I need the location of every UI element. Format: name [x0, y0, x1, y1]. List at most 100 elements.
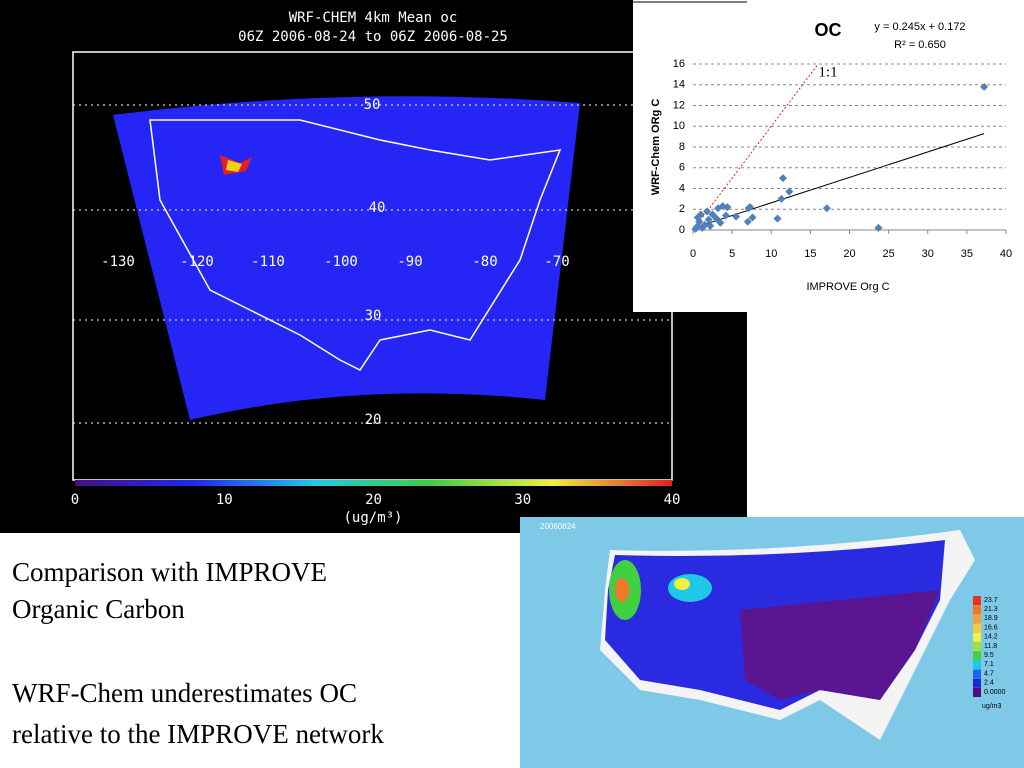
- y-tick-label: 6: [679, 162, 685, 174]
- colorbar: [75, 480, 672, 486]
- trend-equation: y = 0.245x + 0.172: [874, 21, 965, 33]
- lon-label: -90: [397, 254, 422, 270]
- legend-label: 9.5: [984, 652, 994, 659]
- lon-label: -110: [251, 254, 285, 270]
- legend-label: 11.8: [984, 643, 997, 650]
- x-tick-label: 0: [690, 248, 696, 260]
- lat-label: 20: [365, 412, 382, 428]
- x-tick-label: 25: [883, 248, 895, 260]
- legend-swatch: [973, 596, 981, 605]
- colorbar-tick-label: 0: [71, 492, 79, 508]
- data-point: [980, 82, 989, 91]
- data-point: [748, 213, 757, 222]
- lat-label: 30: [365, 308, 382, 324]
- legend-swatch: [973, 651, 981, 661]
- lat-label: 40: [369, 200, 386, 216]
- data-point: [721, 211, 730, 220]
- legend-swatch: [973, 660, 981, 670]
- colorbar-tick-label: 20: [365, 492, 382, 508]
- y-tick-label: 8: [679, 141, 685, 153]
- hotspot: [668, 574, 712, 602]
- y-tick-label: 12: [673, 99, 685, 111]
- data-point: [708, 210, 717, 219]
- legend-label: 16.6: [984, 624, 998, 631]
- data-point: [691, 224, 700, 233]
- x-tick-label: 30: [922, 248, 934, 260]
- legend-swatch: [973, 614, 981, 624]
- data-point: [773, 214, 782, 223]
- legend-swatch: [973, 623, 981, 633]
- map-title: 06Z 2006-08-24 to 06Z 2006-08-25: [238, 29, 508, 45]
- legend-swatch: [973, 688, 981, 697]
- legend-swatch: [973, 642, 981, 651]
- legend-label: 7.1: [984, 661, 994, 668]
- legend-label: 0.0000: [984, 689, 1006, 696]
- x-tick-label: 10: [765, 248, 777, 260]
- map-date: 20060824: [540, 522, 576, 531]
- legend-swatch: [973, 605, 981, 615]
- x-tick-label: 35: [961, 248, 973, 260]
- low-region: [740, 590, 940, 700]
- lon-label: -80: [472, 254, 497, 270]
- legend-label: 18.9: [984, 615, 998, 622]
- legend-swatch: [973, 669, 981, 679]
- y-tick-label: 14: [673, 79, 685, 91]
- heading: Organic Carbon: [12, 594, 185, 624]
- hotspot: [615, 578, 629, 602]
- x-tick-label: 20: [843, 248, 855, 260]
- data-point: [698, 223, 707, 232]
- legend-label: 2.4: [984, 680, 994, 687]
- coastline: [149, 119, 562, 371]
- y-tick-label: 2: [679, 203, 685, 215]
- data-point: [744, 204, 753, 213]
- legend-swatch: [973, 678, 981, 688]
- body-text: relative to the IMPROVE network: [12, 719, 384, 749]
- legend-label: 4.7: [984, 670, 994, 677]
- hotspot: [226, 160, 242, 172]
- data-point: [714, 204, 723, 213]
- legend-label: 14.2: [984, 634, 998, 641]
- y-tick-label: 10: [673, 120, 685, 132]
- x-tick-label: 40: [1000, 248, 1012, 260]
- lon-label: -120: [180, 254, 214, 270]
- heading: Comparison with IMPROVE: [12, 557, 327, 587]
- chart-title: OC: [815, 20, 842, 40]
- data-point: [704, 215, 713, 224]
- data-point: [743, 217, 752, 226]
- data-point: [732, 212, 741, 221]
- colorbar-tick-label: 10: [216, 492, 233, 508]
- y-axis-label: WRF-Chem ORg C: [650, 99, 662, 196]
- lon-label: -100: [324, 254, 358, 270]
- data-point: [712, 214, 721, 223]
- legend-swatch: [973, 632, 981, 642]
- colorbar-unit: (ug/m³): [343, 510, 402, 526]
- body-text: WRF-Chem underestimates OC: [12, 678, 357, 708]
- data-point: [706, 221, 715, 230]
- lon-label: -130: [101, 254, 135, 270]
- graticule: [73, 104, 672, 424]
- data-point: [693, 213, 702, 222]
- legend-label: 23.7: [984, 597, 998, 604]
- colorbar-tick-label: 40: [664, 492, 681, 508]
- lon-label: -70: [544, 254, 569, 270]
- x-axis-label: IMPROVE Org C: [806, 281, 889, 293]
- hotspot: [674, 578, 690, 590]
- map-title: WRF-CHEM 4km Mean oc: [289, 10, 458, 26]
- x-tick-label: 15: [804, 248, 816, 260]
- lat-label: 50: [364, 97, 381, 113]
- data-point: [874, 223, 883, 232]
- chart-panel: [633, 0, 1024, 312]
- data-point: [822, 204, 831, 213]
- r-squared: R² = 0.650: [894, 39, 946, 51]
- x-tick-label: 5: [729, 248, 735, 260]
- data-point: [716, 218, 725, 227]
- data-point: [777, 194, 786, 203]
- y-tick-label: 4: [679, 182, 685, 194]
- legend-unit: ug/m3: [982, 703, 1002, 710]
- y-tick-label: 0: [679, 224, 685, 236]
- reference-label: 1:1: [818, 64, 837, 80]
- data-point: [778, 174, 787, 183]
- data-point: [785, 187, 794, 196]
- y-tick-label: 16: [673, 58, 685, 70]
